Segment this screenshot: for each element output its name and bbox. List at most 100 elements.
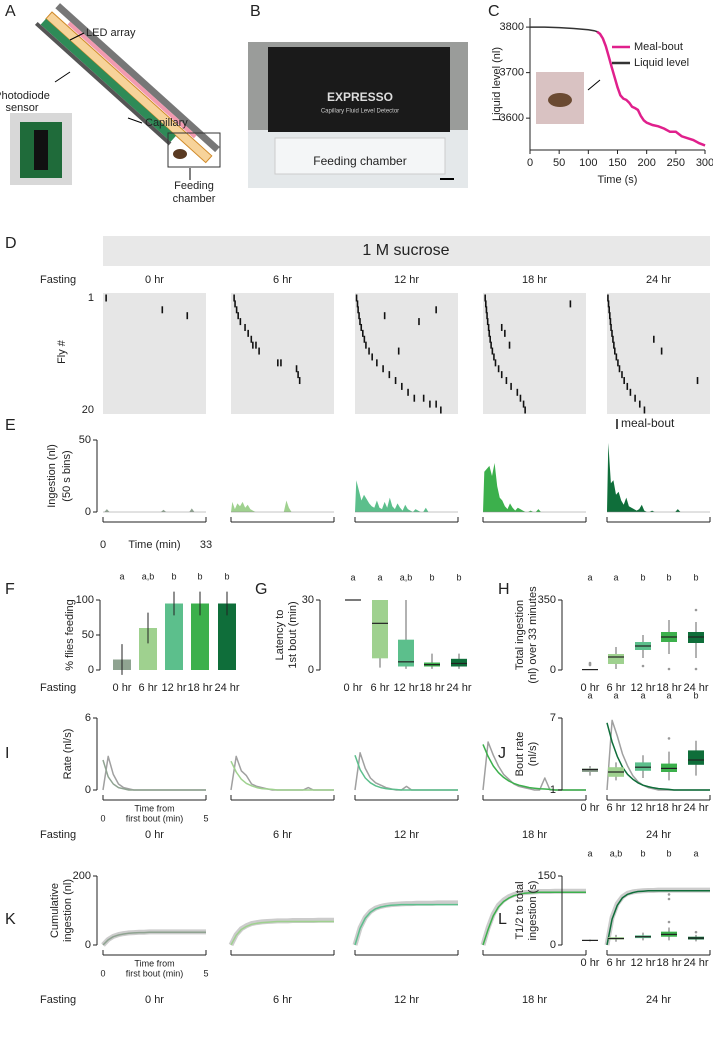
- letter: a: [587, 572, 592, 582]
- y-tick-label: 0: [85, 784, 91, 796]
- category-label: 18 hr: [656, 802, 681, 814]
- y-tick-label: 3600: [500, 112, 524, 124]
- category-label: 18 hr: [656, 957, 681, 969]
- panel-label: A: [5, 3, 16, 20]
- y-tick-label: 200: [73, 870, 91, 882]
- letter: a: [666, 690, 671, 700]
- led-array: [67, 21, 197, 139]
- y-axis-label: Ingestion (nl): [46, 444, 58, 508]
- box: [661, 763, 677, 772]
- x-axis-label: Time from: [134, 803, 174, 813]
- category-label: 24 hr: [683, 957, 708, 969]
- device-photo: EXPRESSO Capillary Fluid Level Detector …: [248, 42, 468, 188]
- category-label: 12 hr: [393, 682, 418, 694]
- category-label: 0 hr: [145, 829, 164, 841]
- letter: b: [224, 571, 229, 581]
- panel-label: D: [5, 235, 17, 252]
- letter: b: [197, 571, 202, 581]
- area: [231, 500, 334, 512]
- letter: a,b: [142, 571, 155, 581]
- y-axis-label: ingestion (nl): [62, 879, 74, 942]
- trace: [101, 929, 206, 947]
- row-label: Fasting: [40, 829, 76, 841]
- raster-panel: [483, 293, 586, 414]
- letter: a: [587, 690, 592, 700]
- annotation: chamber: [173, 193, 216, 205]
- box: [398, 639, 414, 667]
- category-label: 12 hr: [394, 829, 419, 841]
- category-label: 6 hr: [139, 682, 158, 694]
- y-tick-label: 0: [550, 664, 556, 676]
- category-label: 18 hr: [522, 274, 547, 286]
- sensor-housing: [34, 21, 172, 146]
- x-tick-label: 100: [579, 157, 597, 169]
- x-tick-label: 0: [100, 539, 106, 551]
- category-label: 6 hr: [273, 274, 292, 286]
- box: [451, 658, 467, 667]
- letter: a: [119, 571, 124, 581]
- sensor-bar: [40, 18, 177, 142]
- category-label: 18 hr: [187, 682, 212, 694]
- legend-label: Liquid level: [634, 57, 689, 69]
- y-axis-label: % flies feeding: [64, 599, 76, 671]
- category-label: 12 hr: [161, 682, 186, 694]
- trace: [102, 931, 206, 946]
- outlier: [694, 667, 698, 671]
- trace: [482, 891, 586, 946]
- y-axis-label: 1st bout (min): [287, 601, 299, 668]
- x-tick-label: 50: [553, 157, 565, 169]
- y-axis-label: Bout rate: [514, 732, 526, 777]
- category-label: 24 hr: [446, 682, 471, 694]
- category-label: 18 hr: [522, 994, 547, 1006]
- panel-label: B: [250, 3, 261, 20]
- category-label: 6 hr: [607, 957, 626, 969]
- bar: [139, 628, 157, 670]
- panel-label: L: [498, 911, 507, 928]
- row-label: Fasting: [40, 994, 76, 1006]
- device: [268, 47, 450, 132]
- x-tick-label: 5: [203, 968, 208, 978]
- line: [596, 30, 706, 147]
- letter: b: [171, 571, 176, 581]
- y-axis-label: (nl) over 33 minutes: [527, 586, 539, 684]
- category-label: 18 hr: [656, 682, 681, 694]
- x-tick-label: 200: [637, 157, 655, 169]
- category-label: 0 hr: [581, 682, 600, 694]
- panel-label: G: [255, 581, 267, 598]
- x-axis-label: Time from: [134, 958, 174, 968]
- y-tick-label: 1: [550, 784, 556, 796]
- x-axis-label: Time (min): [128, 539, 180, 551]
- box: [372, 600, 388, 659]
- area: [103, 508, 206, 512]
- y-axis-label: Total ingestion: [514, 600, 526, 670]
- category-label: 24 hr: [646, 994, 671, 1006]
- x-tick-label: 150: [608, 157, 626, 169]
- trace: [482, 744, 586, 791]
- x-tick-label: 0: [527, 157, 533, 169]
- legend-label: Meal-bout: [634, 41, 683, 53]
- y-tick-label: 3700: [500, 67, 524, 79]
- category-label: 24 hr: [646, 829, 671, 841]
- letter: a: [587, 848, 592, 858]
- row-label: Fasting: [40, 274, 76, 286]
- box: [582, 768, 598, 772]
- category-label: 12 hr: [630, 802, 655, 814]
- panel-label: H: [498, 581, 510, 598]
- y-axis-label: T1/2 to total: [514, 881, 526, 939]
- raster-panel: [355, 293, 458, 414]
- y-tick-label: 3800: [500, 21, 524, 33]
- y-tick-label: 50: [79, 434, 91, 446]
- x-tick-label: 250: [667, 157, 685, 169]
- letter: a: [613, 572, 618, 582]
- area: [355, 480, 458, 512]
- scale-bar: [440, 178, 454, 180]
- box: [688, 750, 704, 765]
- y-tick-label: 7: [550, 712, 556, 724]
- photo-text: Feeding chamber: [313, 154, 406, 168]
- y-tick-label: 0: [308, 664, 314, 676]
- arrow: [587, 79, 601, 91]
- y-tick-label: 0: [88, 664, 94, 676]
- category-label: 0 hr: [581, 802, 600, 814]
- category-label: 12 hr: [630, 682, 655, 694]
